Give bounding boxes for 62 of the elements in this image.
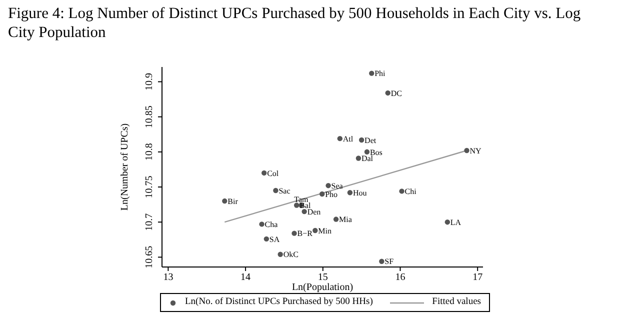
point [399, 188, 404, 194]
legend-label: Ln(No. of Distinct UPCs Purchased by 500 HHs) [184, 296, 373, 309]
annotation: Chi [404, 187, 418, 196]
point [278, 252, 283, 257]
point [262, 170, 267, 176]
annotation: SA [269, 234, 280, 244]
annotation: Sac [278, 186, 291, 196]
point [347, 190, 353, 196]
point [464, 148, 470, 154]
point [385, 90, 390, 96]
annotation: Sea [331, 181, 344, 190]
point [259, 222, 264, 227]
point [264, 236, 270, 242]
annotation: Mia [339, 215, 352, 224]
annotation: Det [364, 136, 377, 145]
x-tick-label: 17 [472, 272, 483, 284]
y-tick-label: 10.65 [144, 246, 155, 268]
annotation: Dal [361, 154, 374, 164]
chart-title: Figure 4: Log Number of Distinct UPCs Purchased by 500 Households in Each City vs. Log City Population [8, 4, 582, 42]
point [222, 198, 228, 204]
x-tick-label: 16 [395, 272, 406, 284]
y-tick-label: 10.75 [144, 176, 155, 198]
annotation: Min [318, 226, 332, 236]
point [302, 208, 307, 214]
point [444, 219, 450, 225]
point [326, 182, 331, 188]
annotation: B−R [297, 229, 314, 238]
annotation: Col [267, 168, 280, 178]
annotation: DC [390, 88, 402, 98]
y-tick-label: 10.8 [144, 143, 155, 161]
annotation: Phi [374, 69, 386, 78]
y-axis-title: Ln(Number of UPCs) [120, 123, 131, 211]
point [273, 188, 278, 194]
point [379, 258, 384, 264]
annotation: OkC [283, 250, 298, 260]
point [364, 149, 370, 155]
point [292, 230, 297, 236]
x-tick-label: 15 [318, 272, 328, 284]
annotation: SF [384, 257, 394, 266]
point [294, 202, 300, 208]
annotation: Atl [342, 134, 354, 144]
point [312, 228, 318, 234]
point [320, 191, 325, 197]
annotation: NY [470, 146, 482, 156]
x-tick-label: 14 [240, 272, 251, 284]
point [369, 70, 374, 76]
annotation: Bos [370, 148, 382, 157]
annotation: Bir [228, 196, 238, 206]
y-tick-label: 10.85 [144, 106, 155, 128]
annotation: Pho [325, 190, 338, 199]
x-tick-label: 13 [163, 272, 174, 284]
annotation: LA [450, 218, 462, 227]
y-tick-label: 10.9 [144, 72, 155, 90]
point [333, 216, 339, 222]
annotation: Cha [264, 220, 278, 230]
annotation: Hou [352, 188, 367, 198]
y-tick-label: 10.7 [144, 213, 155, 231]
point [337, 136, 343, 142]
x-axis-title: Ln(Population) [292, 282, 354, 293]
point [358, 137, 364, 143]
legend-label: Fitted values [431, 296, 481, 309]
point [356, 156, 362, 161]
